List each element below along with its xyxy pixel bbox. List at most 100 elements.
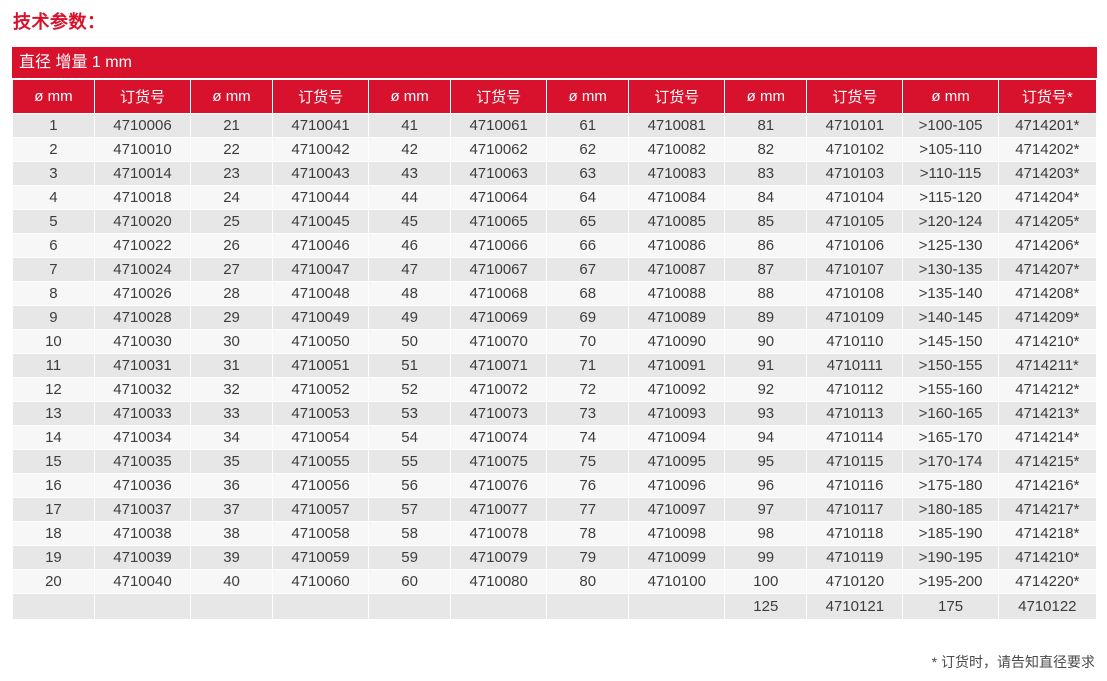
cell-diameter: 2 <box>13 138 94 161</box>
cell-order-number: 4710028 <box>94 306 191 329</box>
cell-diameter: 1 <box>13 114 94 137</box>
cell-order-number: 4710049 <box>272 306 369 329</box>
table-row: 20 4710040 40 4710060 60 4710080 80 4710100 100 4… <box>13 570 1096 593</box>
cell-order-number: 4714206* <box>998 234 1096 257</box>
cell-diameter: 79 <box>547 546 629 569</box>
table-row: 11 4710031 31 4710051 51 4710071 71 4710091 91 47… <box>13 354 1096 377</box>
cell-order-number <box>451 594 547 619</box>
cell-order-number: 4710104 <box>807 186 903 209</box>
cell-diameter: 33 <box>191 402 272 425</box>
cell-diameter: >120-124 <box>903 210 998 233</box>
cell-diameter: 49 <box>369 306 451 329</box>
cell-order-number: 4710033 <box>94 402 191 425</box>
cell-order-number: 4710053 <box>272 402 369 425</box>
cell-order-number: 4710107 <box>807 258 903 281</box>
cell-diameter: 68 <box>547 282 629 305</box>
cell-order-number: 4714213* <box>998 402 1096 425</box>
cell-order-number: 4710022 <box>94 234 191 257</box>
cell-diameter: 59 <box>369 546 451 569</box>
cell-diameter: 12 <box>13 378 94 401</box>
cell-order-number: 4710075 <box>451 450 547 473</box>
cell-diameter: 50 <box>369 330 451 353</box>
cell-order-number: 4710060 <box>272 570 369 593</box>
cell-diameter: 65 <box>547 210 629 233</box>
cell-diameter: 97 <box>725 498 807 521</box>
cell-order-number: 4710031 <box>94 354 191 377</box>
footnote: * 订货时，请告知直径要求 <box>931 654 1095 670</box>
cell-diameter: 74 <box>547 426 629 449</box>
cell-diameter: >150-155 <box>903 354 998 377</box>
cell-diameter: 3 <box>13 162 94 185</box>
cell-order-number: 4710006 <box>94 114 191 137</box>
cell-order-number: 4710110 <box>807 330 903 353</box>
cell-order-number: 4710026 <box>94 282 191 305</box>
cell-order-number: 4714211* <box>998 354 1096 377</box>
table-banner: 直径 增量 1 mm <box>12 47 1097 78</box>
cell-order-number: 4710014 <box>94 162 191 185</box>
cell-diameter: 100 <box>725 570 807 593</box>
cell-order-number: 4714207* <box>998 258 1096 281</box>
cell-order-number: 4710045 <box>272 210 369 233</box>
table-row: 14 4710034 34 4710054 54 4710074 74 4710094 94 47… <box>13 426 1096 449</box>
cell-order-number: 4710094 <box>629 426 725 449</box>
cell-diameter: 25 <box>191 210 272 233</box>
cell-diameter: 46 <box>369 234 451 257</box>
cell-diameter: 95 <box>725 450 807 473</box>
col-header-order-1: 订货号 <box>94 80 191 113</box>
cell-order-number: 4714204* <box>998 186 1096 209</box>
cell-order-number: 4710079 <box>451 546 547 569</box>
cell-diameter: 30 <box>191 330 272 353</box>
cell-diameter: 66 <box>547 234 629 257</box>
col-header-order-5: 订货号 <box>807 80 903 113</box>
cell-order-number: 4710102 <box>807 138 903 161</box>
cell-diameter: 75 <box>547 450 629 473</box>
cell-order-number: 4710073 <box>451 402 547 425</box>
cell-diameter: 31 <box>191 354 272 377</box>
table-row: 16 4710036 36 4710056 56 4710076 76 4710096 96 47… <box>13 474 1096 497</box>
table-row: 6 4710022 26 4710046 46 4710066 66 4710086 86 471… <box>13 234 1096 257</box>
cell-order-number: 4710070 <box>451 330 547 353</box>
cell-diameter: 40 <box>191 570 272 593</box>
cell-diameter: 76 <box>547 474 629 497</box>
cell-diameter: 6 <box>13 234 94 257</box>
cell-diameter: 13 <box>13 402 94 425</box>
cell-order-number: 4710046 <box>272 234 369 257</box>
cell-order-number: 4714218* <box>998 522 1096 545</box>
cell-order-number: 4710035 <box>94 450 191 473</box>
cell-diameter: 37 <box>191 498 272 521</box>
cell-order-number: 4710018 <box>94 186 191 209</box>
cell-diameter: 55 <box>369 450 451 473</box>
cell-diameter: 54 <box>369 426 451 449</box>
col-header-diameter-5: ø mm <box>725 80 807 113</box>
cell-diameter: >110-115 <box>903 162 998 185</box>
cell-order-number: 4710052 <box>272 378 369 401</box>
cell-diameter: 61 <box>547 114 629 137</box>
cell-order-number: 4710085 <box>629 210 725 233</box>
cell-diameter: 58 <box>369 522 451 545</box>
cell-order-number: 4714203* <box>998 162 1096 185</box>
cell-diameter <box>547 594 629 619</box>
cell-order-number: 4714217* <box>998 498 1096 521</box>
cell-diameter: 32 <box>191 378 272 401</box>
cell-diameter: 38 <box>191 522 272 545</box>
cell-order-number: 4714201* <box>998 114 1096 137</box>
table-head: ø mm 订货号 ø mm 订货号 ø mm 订货号 ø mm 订货号 ø mm… <box>13 80 1096 113</box>
cell-order-number: 4710068 <box>451 282 547 305</box>
cell-diameter: 71 <box>547 354 629 377</box>
col-header-diameter-2: ø mm <box>191 80 272 113</box>
cell-diameter: >195-200 <box>903 570 998 593</box>
table-row: 3 4710014 23 4710043 43 4710063 63 4710083 83 471… <box>13 162 1096 185</box>
table-row: 5 4710020 25 4710045 45 4710065 65 4710085 85 471… <box>13 210 1096 233</box>
cell-order-number: 4710100 <box>629 570 725 593</box>
cell-diameter: 90 <box>725 330 807 353</box>
cell-order-number: 4710050 <box>272 330 369 353</box>
cell-order-number: 4710039 <box>94 546 191 569</box>
cell-order-number: 4710082 <box>629 138 725 161</box>
cell-order-number: 4710112 <box>807 378 903 401</box>
cell-order-number: 4710111 <box>807 354 903 377</box>
cell-diameter: 63 <box>547 162 629 185</box>
cell-diameter: 39 <box>191 546 272 569</box>
cell-diameter: >130-135 <box>903 258 998 281</box>
cell-order-number: 4710076 <box>451 474 547 497</box>
